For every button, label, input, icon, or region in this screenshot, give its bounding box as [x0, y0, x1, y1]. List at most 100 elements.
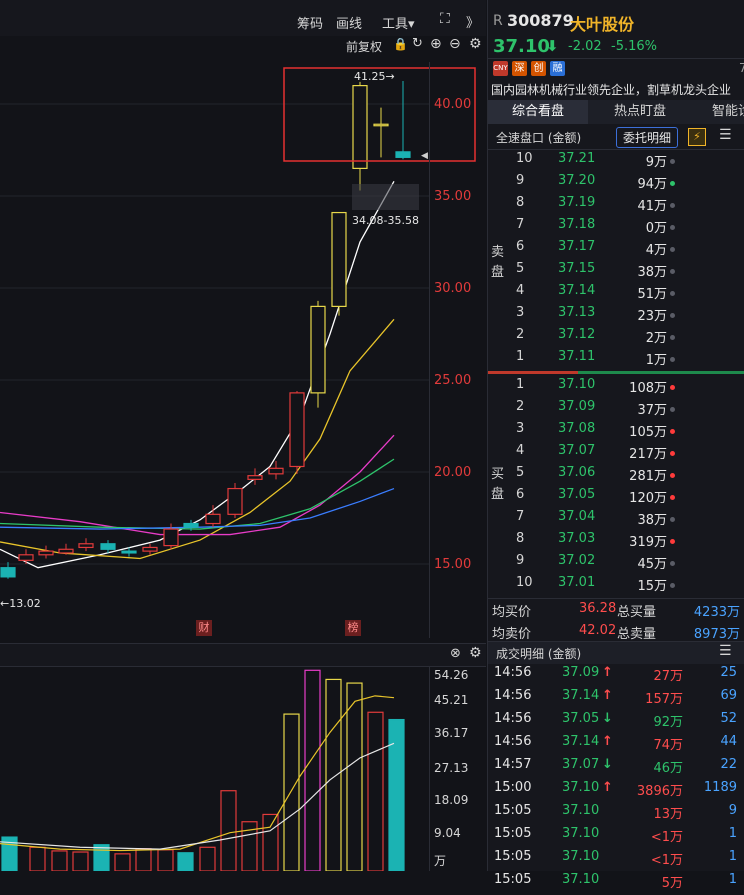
price-tick: 25.00 — [434, 373, 472, 388]
lock-icon[interactable]: 🔒 — [393, 37, 408, 51]
trade-amount: 92万 — [653, 715, 683, 730]
collapse-button[interactable]: 》 — [466, 16, 480, 31]
sell-order-row[interactable]: 9 37.20 94万 — [488, 173, 744, 195]
gear-icon[interactable]: ⚙ — [469, 645, 482, 661]
candle — [227, 483, 243, 518]
trade-row[interactable]: 14:56 37.05 ↓ 92万 52 — [488, 711, 744, 734]
trade-row[interactable]: 14:56 37.14 ↑ 157万 69 — [488, 688, 744, 711]
book-divider-red — [488, 371, 578, 374]
trade-count: 44 — [720, 734, 737, 749]
order-volume: 51万 — [637, 287, 667, 302]
close-icon[interactable]: ⊗ — [450, 646, 461, 661]
buy-order-row[interactable]: 5 37.06 281万 — [488, 465, 744, 487]
total-buy-volume: 4233万 — [693, 605, 740, 620]
order-volume: 105万 — [629, 425, 667, 440]
trade-row[interactable]: 15:00 37.10 ↑ 3896万 1189 — [488, 780, 744, 803]
lightning-icon[interactable]: ⚡ — [688, 128, 706, 146]
header-divider — [488, 58, 744, 59]
order-price: 37.21 — [558, 151, 596, 166]
tab-hotspot[interactable]: 热点盯盘 — [613, 104, 666, 119]
stock-name: 大叶股份 — [570, 15, 635, 34]
buy-order-row[interactable]: 1 37.10 108万 — [488, 377, 744, 399]
trade-row[interactable]: 15:05 37.10 <1万 1 — [488, 826, 744, 849]
order-price: 37.04 — [558, 509, 596, 524]
gear-icon[interactable]: ⚙ — [469, 36, 482, 52]
chips-button[interactable]: 筹码 — [297, 17, 324, 32]
expand-icon[interactable]: ⛶ — [440, 11, 450, 27]
trade-row[interactable]: 15:05 37.10 <1万 1 — [488, 849, 744, 872]
trade-row[interactable]: 14:57 37.07 ↓ 46万 22 — [488, 757, 744, 780]
volume-bar — [135, 848, 152, 871]
buy-order-row[interactable]: 9 37.02 45万 — [488, 553, 744, 575]
adjust-mode-label[interactable]: 前复权 — [346, 40, 383, 54]
volume-bar — [177, 852, 194, 871]
order-volume: 120万 — [629, 491, 667, 506]
buy-order-row[interactable]: 10 37.01 15万 — [488, 575, 744, 597]
sell-order-row[interactable]: 5 37.15 38万 — [488, 261, 744, 283]
volume-tick: 54.26 — [434, 668, 469, 682]
avg-buy-label: 均买价 — [492, 605, 532, 620]
buy-order-row[interactable]: 3 37.08 105万 — [488, 421, 744, 443]
trade-row[interactable]: 14:56 37.09 ↑ 27万 25 — [488, 665, 744, 688]
up-arrow-icon: ↑ — [602, 688, 613, 703]
order-dot — [670, 385, 675, 390]
range-band — [352, 184, 419, 210]
order-dot — [670, 335, 675, 340]
price-tick: 20.00 — [434, 465, 472, 480]
price-tick: 40.00 — [434, 97, 472, 112]
sell-order-row[interactable]: 10 37.21 9万 — [488, 151, 744, 173]
reset-icon[interactable]: ↻ — [412, 36, 423, 51]
zoom-out-icon[interactable]: ⊖ — [449, 36, 461, 52]
buy-order-row[interactable]: 6 37.05 120万 — [488, 487, 744, 509]
trade-count: 52 — [720, 711, 737, 726]
order-dot — [670, 473, 675, 478]
avg-sell-price: 42.02 — [579, 623, 617, 638]
sell-order-row[interactable]: 2 37.12 2万 — [488, 327, 744, 349]
order-level: 1 — [516, 349, 525, 364]
menu-icon[interactable]: ☰ — [719, 127, 732, 143]
buy-order-row[interactable]: 7 37.04 38万 — [488, 509, 744, 531]
candle — [18, 549, 34, 564]
volume-bar — [346, 682, 363, 871]
trade-row[interactable]: 15:05 37.10 5万 1 — [488, 872, 744, 895]
order-level: 8 — [516, 195, 525, 210]
order-level: 2 — [516, 399, 525, 414]
ma20-line — [0, 434, 395, 536]
order-detail-button[interactable]: 委托明细 — [616, 127, 679, 148]
price-axis-separator — [429, 62, 430, 638]
order-dot — [670, 203, 675, 208]
current-price-pointer: ◀ — [421, 151, 428, 161]
buy-order-row[interactable]: 8 37.03 319万 — [488, 531, 744, 553]
order-volume: 319万 — [629, 535, 667, 550]
menu-icon[interactable]: ☰ — [719, 643, 732, 659]
orderbook-header: 全速盘口 (金额) 委托明细 ⚡ ☰ — [488, 125, 744, 150]
trade-row[interactable]: 15:05 37.10 13万 9 — [488, 803, 744, 826]
tab-overview[interactable]: 综合看盘 — [488, 100, 588, 124]
sell-order-row[interactable]: 1 37.11 1万 — [488, 349, 744, 371]
buy-order-row[interactable]: 4 37.07 217万 — [488, 443, 744, 465]
trade-time: 15:05 — [494, 803, 532, 818]
financial-marker[interactable]: 财 — [196, 620, 212, 636]
order-price: 37.05 — [558, 487, 596, 502]
order-volume: 1万 — [645, 353, 667, 368]
volume-chart[interactable] — [0, 666, 486, 871]
order-price: 37.07 — [558, 443, 596, 458]
trade-count: 22 — [720, 757, 737, 772]
sell-order-row[interactable]: 6 37.17 4万 — [488, 239, 744, 261]
zoom-in-icon[interactable]: ⊕ — [430, 36, 442, 52]
candlestick-chart[interactable] — [0, 62, 486, 638]
up-arrow-icon: ↑ — [602, 665, 613, 680]
tools-menu[interactable]: 工具▾ — [382, 17, 415, 32]
down-arrow-icon: ↓ — [602, 757, 613, 772]
list-marker[interactable]: 榜 — [345, 620, 361, 636]
sell-order-row[interactable]: 3 37.13 23万 — [488, 305, 744, 327]
trade-count: 1189 — [703, 780, 737, 795]
trade-row[interactable]: 14:56 37.14 ↑ 74万 44 — [488, 734, 744, 757]
sell-order-row[interactable]: 7 37.18 0万 — [488, 217, 744, 239]
tab-diagnosis[interactable]: 智能诊 — [712, 104, 744, 119]
draw-line-button[interactable]: 画线 — [336, 17, 363, 32]
sell-order-row[interactable]: 8 37.19 41万 — [488, 195, 744, 217]
buy-order-row[interactable]: 2 37.09 37万 — [488, 399, 744, 421]
sell-order-row[interactable]: 4 37.14 51万 — [488, 283, 744, 305]
trade-price: 37.07 — [562, 757, 600, 772]
